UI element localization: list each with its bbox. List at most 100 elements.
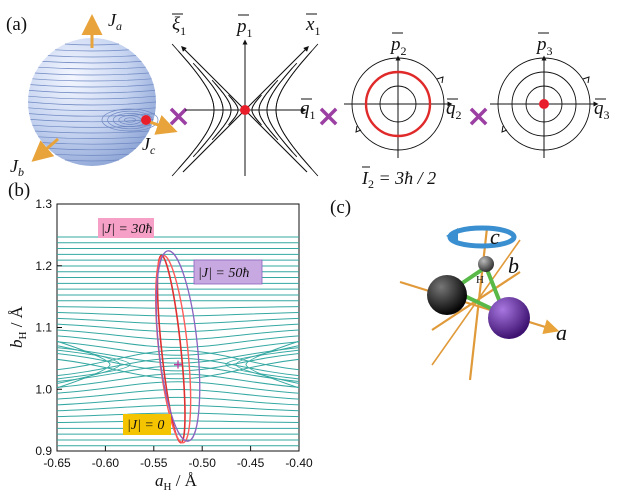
axis-a-label: a [556, 320, 567, 345]
sphere-contour [27, 101, 157, 106]
sphere-contour [34, 72, 150, 76]
jc-label: Jc [142, 134, 156, 157]
contour-line [57, 412, 299, 418]
contour-line [57, 341, 299, 356]
axis-b-label: b [508, 253, 519, 278]
flow-line [211, 83, 232, 141]
contour-line [57, 335, 299, 348]
orbit-3-inner [525, 85, 563, 123]
flow-line [192, 67, 224, 158]
flow-line [192, 62, 224, 153]
contour-line [57, 357, 299, 377]
contour-line [57, 389, 299, 400]
panel-a-label: (a) [6, 14, 27, 35]
j0-tag-bg [123, 414, 171, 435]
orbit-arrow [436, 76, 444, 84]
contour-line [57, 373, 299, 388]
y-tick-label: 1.2 [35, 259, 52, 273]
orbit-arrow [582, 76, 590, 84]
orbit-outer [351, 57, 445, 151]
flow-line [171, 50, 215, 177]
atom-black [427, 275, 467, 315]
x-tick-label: -0.60 [92, 456, 120, 470]
harmonic-phase-portrait-2: p2 q2 I2 = 3ħ / 2 [344, 32, 462, 191]
j0-tag: |J| = 0 [127, 418, 164, 433]
sphere-contour [30, 84, 154, 88]
flow-line [275, 43, 319, 170]
fixed-point-3 [539, 99, 549, 109]
hyperbolic-phase-portrait: ξ1 p1 x1 q1 [171, 13, 320, 177]
j50-tag-bg [193, 259, 263, 285]
atom-purple [488, 297, 530, 339]
x-tick-label: -0.55 [140, 456, 168, 470]
y-tick-label: 0.9 [35, 444, 52, 458]
rotation-arrowhead [446, 228, 458, 242]
sphere-fixed-point [141, 115, 151, 125]
contour-line [57, 306, 299, 309]
flow-line [258, 83, 279, 141]
flow-line [275, 50, 319, 177]
q3-label: q3 [594, 98, 610, 122]
flow-line [266, 62, 298, 153]
orbit-3-mid [511, 71, 577, 137]
sphere-contour [29, 113, 155, 117]
contour-line [245, 340, 299, 389]
contour-plot: -0.65 -0.60 -0.55 -0.50 -0.45 -0.40 0.9 1.0 1.1… [7, 197, 313, 492]
orbit-3-outer [497, 57, 591, 151]
contour-line [57, 420, 299, 423]
action-label: I2 = 3ħ / 2 [361, 168, 436, 191]
sphere-contour [124, 117, 136, 123]
contour-line [235, 345, 299, 385]
orbit-curve [155, 250, 201, 442]
sphere-contour [32, 124, 152, 128]
x-tick-label: -0.45 [237, 456, 265, 470]
contour-line [57, 323, 299, 333]
sphere-contour [42, 61, 142, 64]
sphere-contour [64, 159, 120, 162]
x-tick-label: -0.40 [285, 456, 313, 470]
panel-b-label: (b) [8, 180, 30, 201]
contour-line [57, 345, 121, 385]
sphere-contour [29, 90, 155, 94]
contour-line [225, 349, 299, 380]
contour-line [57, 352, 299, 372]
cross-symbol-1: × [166, 99, 191, 134]
contour-line [57, 358, 299, 380]
y-tick-label: 1.1 [35, 321, 52, 335]
p1-label: p1 [235, 16, 253, 40]
x1-label: x1 [305, 14, 320, 38]
sphere-contour [28, 95, 156, 100]
sphere-group: Ja Jb Jc [10, 10, 178, 179]
sphere-contour [38, 66, 146, 70]
q1-label: q1 [300, 98, 316, 122]
cross-symbol-3: × [466, 99, 491, 134]
contour-line [57, 349, 299, 371]
orbit-arrow [501, 125, 508, 133]
contour-line [57, 329, 299, 341]
contour-line [57, 340, 111, 389]
contour-line [57, 311, 299, 317]
sphere-contour [47, 55, 137, 58]
jb-label: Jb [10, 156, 24, 179]
x-tick-label: -0.65 [43, 456, 71, 470]
contour-line [57, 396, 299, 406]
atom-h [478, 256, 494, 272]
atom-h-label: H [476, 274, 484, 286]
orbit-quantized [364, 70, 432, 138]
q2-label: q2 [446, 98, 462, 122]
sphere-contour [54, 153, 130, 156]
contour-line [57, 349, 131, 380]
orbit-inner [379, 85, 417, 123]
jb-axis-arrow [31, 137, 59, 162]
rotational-energy-sphere [28, 38, 156, 166]
cross-symbol-2: × [316, 99, 341, 134]
sphere-contour [28, 107, 156, 111]
y-tick-label: 1.3 [35, 197, 52, 211]
j30-tag: |J| = 30ħ [101, 222, 152, 237]
contour-line [57, 381, 299, 394]
sphere-contour-lines [27, 43, 159, 162]
x-axis-label: aH / Å [155, 471, 198, 492]
j50-tag: |J| = 50ħ [198, 266, 249, 281]
y-tick-label: 1.0 [35, 382, 52, 396]
sphere-contour [47, 148, 137, 151]
